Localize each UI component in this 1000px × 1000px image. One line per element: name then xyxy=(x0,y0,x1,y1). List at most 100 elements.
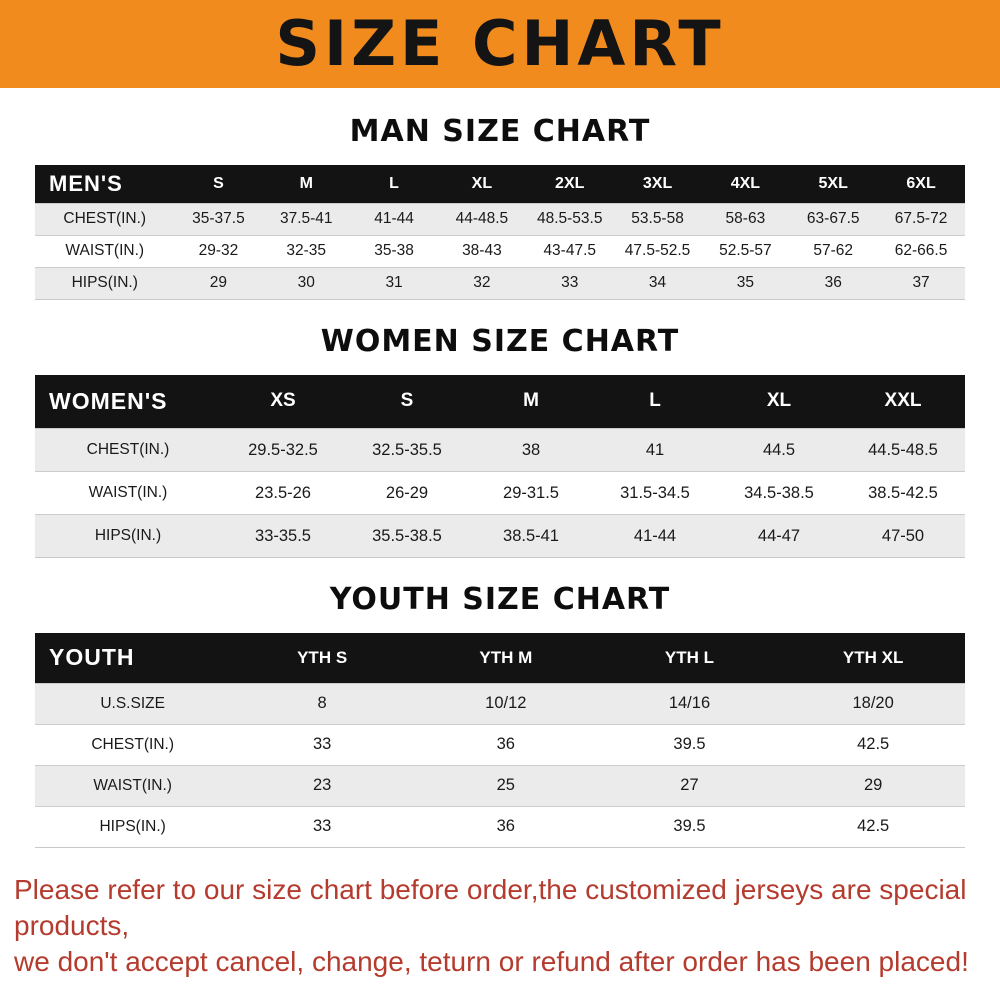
column-header: XS xyxy=(270,390,296,412)
column-header: 6XL xyxy=(906,174,936,192)
column-header: 5XL xyxy=(818,174,848,192)
column-header: XL xyxy=(471,174,493,192)
size-value: 33 xyxy=(312,735,332,753)
size-value: 35-37.5 xyxy=(192,210,245,227)
size-value: 29-32 xyxy=(198,242,239,259)
size-value: 29.5-32.5 xyxy=(248,440,318,459)
size-value: 41-44 xyxy=(633,526,677,545)
size-value: 36 xyxy=(824,274,842,291)
size-value: 63-67.5 xyxy=(806,210,860,227)
size-value: 36 xyxy=(496,735,515,753)
column-header: 2XL xyxy=(555,174,585,192)
table-row: CHEST(IN.) 33 36 39.5 42.5 xyxy=(35,724,965,765)
size-value: 41-44 xyxy=(374,210,414,227)
table-row: U.S.SIZE 8 10/12 14/16 18/20 xyxy=(35,683,965,724)
size-value: 37 xyxy=(912,274,930,291)
size-chart-section: MAN SIZE CHART MEN'S S M L XL 2XL 3XL 4XL 5XL 6XL C… xyxy=(0,114,1000,300)
size-value: 29 xyxy=(209,274,228,291)
size-value: 41 xyxy=(645,440,665,459)
size-value: 33 xyxy=(561,274,579,291)
page-title: SIZE CHART xyxy=(275,7,725,80)
size-value: 42.5 xyxy=(857,735,890,753)
size-value: 44.5-48.5 xyxy=(868,440,938,459)
size-value: 53.5-58 xyxy=(631,210,684,227)
size-value: 48.5-53.5 xyxy=(536,210,603,227)
size-value: 38.5-41 xyxy=(503,526,559,545)
size-value: 44-48.5 xyxy=(455,210,509,227)
size-value: 38.5-42.5 xyxy=(868,483,938,502)
size-value: 34 xyxy=(648,274,667,291)
section-title: YOUTH SIZE CHART xyxy=(329,582,671,617)
size-value: 29-31.5 xyxy=(503,483,559,502)
header-banner: SIZE CHART xyxy=(0,0,1000,88)
size-value: 23.5-26 xyxy=(255,483,311,502)
row-label: HIPS(IN.) xyxy=(71,274,138,291)
size-value: 10/12 xyxy=(485,694,527,712)
table-row: WAIST(IN.) 29-32 32-35 35-38 38-43 43-47.5 47.… xyxy=(35,235,965,267)
column-header: M xyxy=(299,174,313,192)
size-value: 30 xyxy=(297,274,315,291)
table-row: WAIST(IN.) 23.5-26 26-29 29-31.5 31.5-34.5 34… xyxy=(35,471,965,515)
column-header: YTH M xyxy=(479,647,533,667)
column-header: YTH L xyxy=(664,647,715,667)
size-table: YOUTH YTH S YTH M YTH L YTH XL U.S.SIZE 8 10/12… xyxy=(35,633,965,848)
column-header: YTH XL xyxy=(842,647,904,667)
column-header: XL xyxy=(766,390,792,412)
table-row: HIPS(IN.) 29 30 31 32 33 34 35 36 37 xyxy=(35,267,965,299)
size-value: 67.5-72 xyxy=(894,210,948,227)
size-value: 35 xyxy=(736,274,754,291)
size-value: 42.5 xyxy=(857,817,890,835)
table-row: HIPS(IN.) 33 36 39.5 42.5 xyxy=(35,806,965,847)
size-value: 31.5-34.5 xyxy=(620,483,690,502)
size-value: 23 xyxy=(312,776,332,794)
size-value: 8 xyxy=(317,694,327,712)
size-value: 36 xyxy=(496,817,515,835)
size-value: 32-35 xyxy=(286,242,327,259)
column-header: L xyxy=(649,390,661,412)
row-label: CHEST(IN.) xyxy=(63,210,147,227)
column-header: M xyxy=(523,390,539,412)
row-label: HIPS(IN.) xyxy=(99,817,166,835)
size-value: 38 xyxy=(521,440,541,459)
column-header: YTH S xyxy=(297,647,348,667)
size-value: 58-63 xyxy=(725,210,766,227)
size-value: 44-47 xyxy=(757,526,801,545)
table-row: WAIST(IN.) 23 25 27 29 xyxy=(35,765,965,806)
size-value: 39.5 xyxy=(673,817,706,835)
size-value: 32 xyxy=(473,274,491,291)
section-title: MAN SIZE CHART xyxy=(349,114,651,149)
size-value: 47.5-52.5 xyxy=(624,242,691,259)
size-table: MEN'S S M L XL 2XL 3XL 4XL 5XL 6XL CHEST(IN.) 35-37… xyxy=(35,165,965,300)
size-value: 47-50 xyxy=(881,526,925,545)
size-chart-section: WOMEN SIZE CHART WOMEN'S XS S M L XL XXL CHEST(I… xyxy=(0,324,1000,558)
row-label: CHEST(IN.) xyxy=(86,441,170,458)
size-chart-section: YOUTH SIZE CHART YOUTH YTH S YTH M YTH L YTH … xyxy=(0,582,1000,848)
size-value: 57-62 xyxy=(813,242,854,259)
table-group-label: YOUTH xyxy=(49,644,135,671)
row-label: WAIST(IN.) xyxy=(88,484,168,501)
size-value: 18/20 xyxy=(852,694,894,712)
row-label: WAIST(IN.) xyxy=(93,776,172,794)
tables-container: MAN SIZE CHART MEN'S S M L XL 2XL 3XL 4XL 5XL 6XL C… xyxy=(0,114,1000,848)
size-value: 25 xyxy=(496,776,515,794)
size-value: 29 xyxy=(863,776,883,794)
size-value: 14/16 xyxy=(668,694,711,712)
size-table: WOMEN'S XS S M L XL XXL CHEST(IN.) 29.5-32.5 32.5… xyxy=(35,374,965,558)
column-header: S xyxy=(400,390,414,412)
table-group-label: WOMEN'S xyxy=(49,387,168,414)
column-header: S xyxy=(213,174,224,192)
row-label: U.S.SIZE xyxy=(100,694,165,712)
size-value: 43-47.5 xyxy=(543,242,597,259)
size-value: 32.5-35.5 xyxy=(372,440,442,459)
table-row: CHEST(IN.) 29.5-32.5 32.5-35.5 38 41 44.5 44.5… xyxy=(35,428,965,472)
size-value: 33-35.5 xyxy=(255,526,311,545)
size-value: 52.5-57 xyxy=(719,242,772,259)
column-header: 3XL xyxy=(642,174,673,192)
size-value: 37.5-41 xyxy=(279,210,333,227)
row-label: WAIST(IN.) xyxy=(65,242,145,259)
size-value: 35-38 xyxy=(374,242,414,259)
column-header: L xyxy=(389,174,399,192)
size-value: 33 xyxy=(312,817,332,835)
size-value: 31 xyxy=(385,274,403,291)
size-value: 35.5-38.5 xyxy=(372,526,442,545)
